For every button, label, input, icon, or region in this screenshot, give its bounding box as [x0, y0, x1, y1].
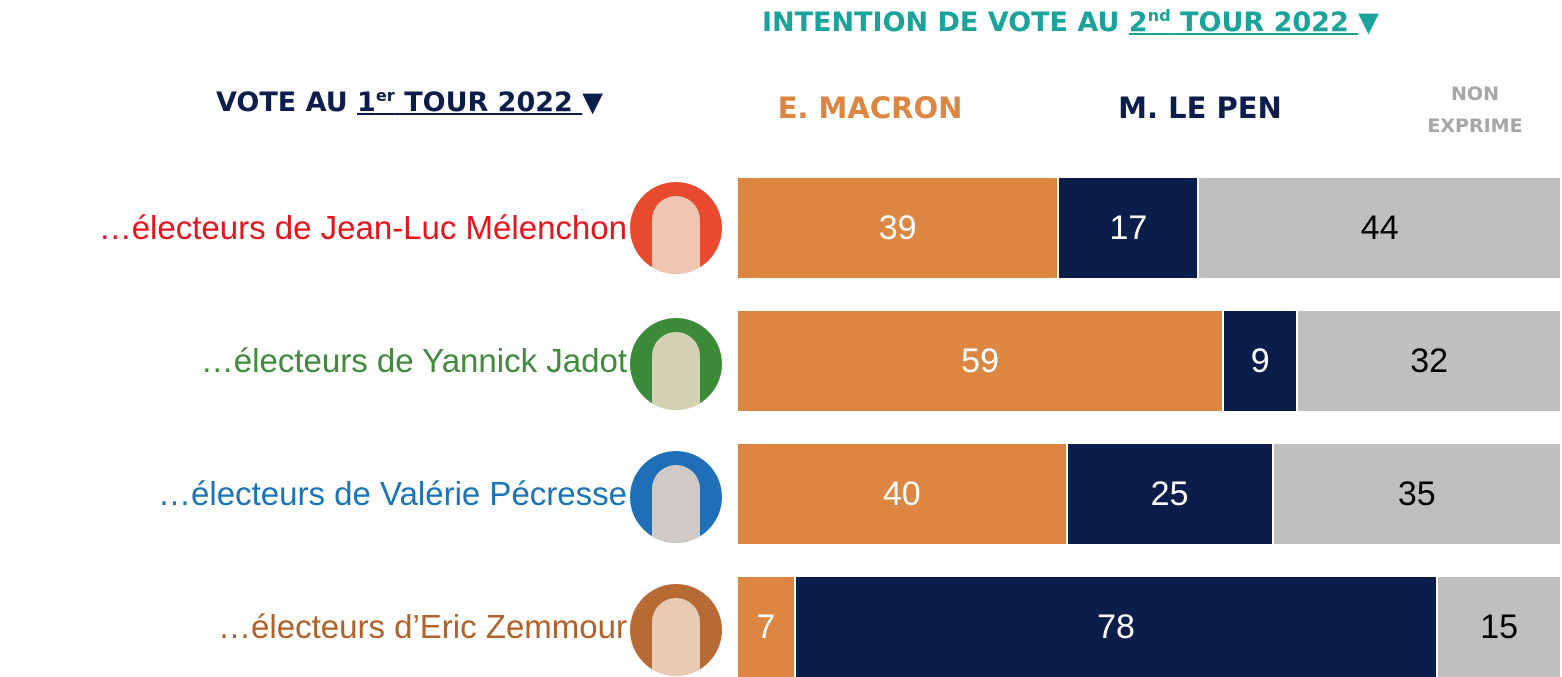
- bar-segment: 78: [795, 577, 1439, 677]
- value-label: 40: [882, 474, 921, 513]
- row-header-marker: ▼: [582, 87, 603, 118]
- bar-segment: 44: [1199, 178, 1562, 278]
- avatar: [630, 584, 722, 676]
- bar-segment: 39: [738, 178, 1060, 278]
- value-label: 9: [1250, 341, 1270, 380]
- avatar: [630, 182, 722, 274]
- bar-segment: 32: [1298, 311, 1562, 411]
- legend-label: M. LE PEN: [1118, 91, 1282, 125]
- value-label: 35: [1397, 474, 1436, 513]
- bar-segment: 7: [738, 577, 796, 677]
- avatar: [630, 451, 722, 543]
- value-label: 39: [878, 208, 917, 247]
- row-header-ordinal-suffix: er: [375, 86, 395, 105]
- bar-segment: 59: [738, 311, 1225, 411]
- bar-segment: 15: [1438, 577, 1562, 677]
- legend-label: NON EXPRIME: [1427, 83, 1523, 137]
- category-label: …électeurs de Valérie Pécresse: [158, 475, 627, 512]
- category-label: …électeurs de Yannick Jadot: [200, 342, 627, 379]
- bar-segment: 9: [1224, 311, 1299, 411]
- title-underlined: 2nd TOUR 2022: [1128, 6, 1359, 38]
- title-text: TOUR 2022: [1170, 7, 1359, 38]
- title-marker: ▼: [1358, 7, 1379, 38]
- avatar: [630, 318, 722, 410]
- value-label: 7: [756, 607, 776, 646]
- legend-label: E. MACRON: [777, 91, 963, 125]
- row-header-text: VOTE AU: [216, 87, 358, 118]
- bar-segment: 35: [1273, 444, 1562, 544]
- row-header: VOTE AU 1er TOUR 2022 ▼: [216, 86, 603, 118]
- row-header-underlined: 1er TOUR 2022: [357, 86, 583, 118]
- category-label: …électeurs d’Eric Zemmour: [218, 608, 627, 645]
- value-label: 59: [961, 341, 999, 380]
- title-text: INTENTION DE VOTE AU: [762, 7, 1129, 38]
- value-label: 17: [1109, 208, 1148, 247]
- row-header-text: TOUR 2022: [394, 87, 583, 118]
- value-label: 44: [1360, 208, 1399, 247]
- bar-segment: 17: [1059, 178, 1200, 278]
- category-label: …électeurs de Jean-Luc Mélenchon: [98, 209, 627, 246]
- value-label: 32: [1410, 341, 1449, 380]
- value-label: 78: [1097, 607, 1135, 646]
- chart-title: INTENTION DE VOTE AU 2nd TOUR 2022 ▼: [762, 6, 1379, 38]
- bar-segment: 25: [1067, 444, 1274, 544]
- value-label: 15: [1480, 607, 1519, 646]
- title-ordinal: 2: [1128, 7, 1148, 38]
- title-ordinal-suffix: nd: [1147, 6, 1171, 25]
- bar-segment: 40: [738, 444, 1068, 544]
- row-header-ordinal: 1: [357, 87, 376, 118]
- value-label: 25: [1150, 474, 1189, 513]
